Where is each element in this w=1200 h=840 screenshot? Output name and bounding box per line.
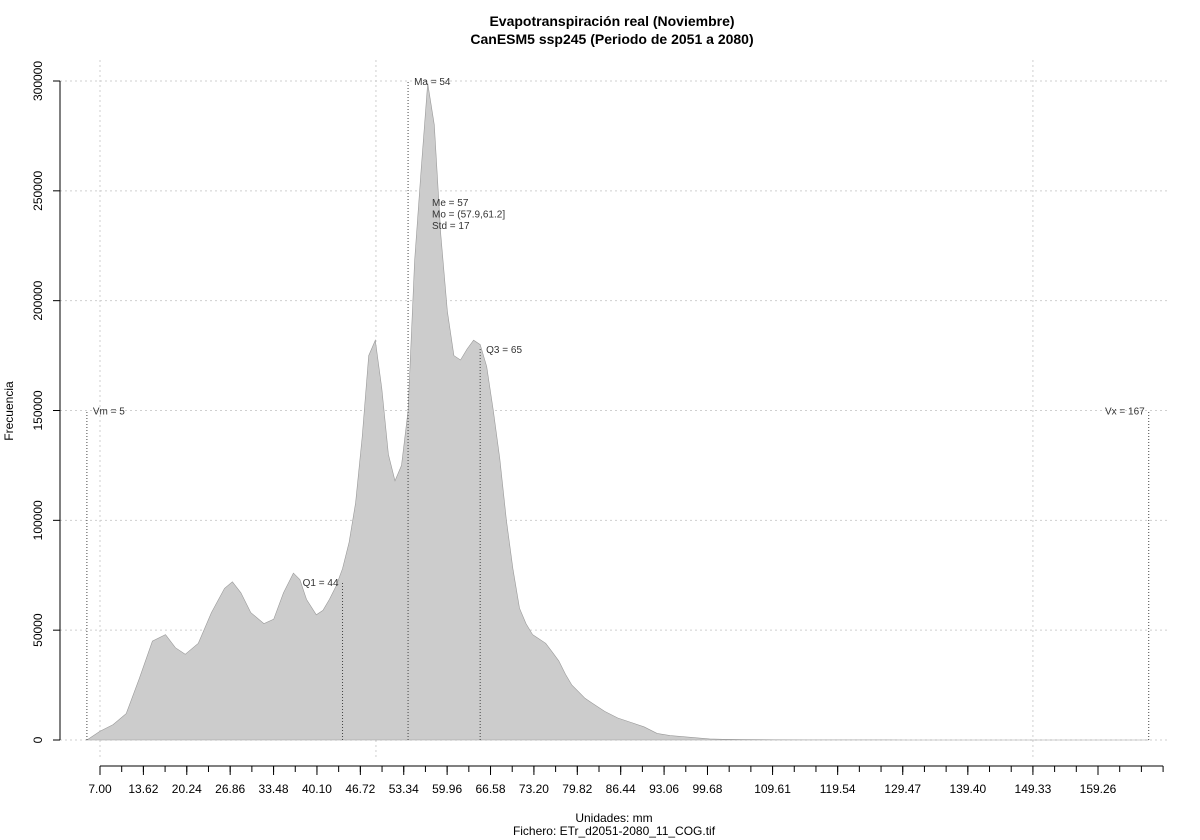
stats-line: Std = 17 [432,221,470,232]
x-tick-label: 59.96 [432,782,462,796]
x-tick-label: 86.44 [606,782,636,796]
x-tick-label: 129.47 [884,782,921,796]
x-tick-label: 33.48 [259,782,289,796]
x-tick-label: 119.54 [820,782,856,796]
x-tick-label: 93.06 [649,782,679,796]
x-tick-label: 99.68 [692,782,722,796]
y-tick-label: 150000 [31,390,45,430]
y-tick-label: 250000 [31,170,45,210]
density-area [85,83,1149,741]
x-axis: 7.00 13.62 20.24 26.86 33.48 40.10 46.72 53.34 5… [88,765,1164,796]
y-tick-label: 0 [31,736,45,743]
x-tick-label: 7.00 [88,782,112,796]
y-tick-label: 300000 [31,61,45,101]
y-tick-label: 50000 [31,613,45,647]
x-axis-label: Unidades: mm [575,811,652,825]
x-tick-label: 139.40 [949,782,986,796]
x-tick-label: 26.86 [215,782,245,796]
x-tick-label: 53.34 [389,782,419,796]
x-tick-label: 149.33 [1015,782,1052,796]
y-tick-label: 100000 [31,500,45,540]
x-tick-label: 79.82 [562,782,592,796]
x-tick-label: 159.26 [1080,782,1117,796]
x-tick-label: 73.20 [519,782,549,796]
x-tick-label: 40.10 [302,782,332,796]
y-axis: 0 50000 100000 150000 200000 250000 300000 [31,61,61,743]
y-axis-label: Frecuencia [2,381,16,441]
marker-label: Ma = 54 [414,77,451,88]
stat-markers: Vm = 5 Q1 = 44 Ma = 54 Q3 = 65 Vx = 167 [86,77,1150,740]
marker-label: Vx = 167 [1105,407,1145,418]
chart-subtitle: CanESM5 ssp245 (Periodo de 2051 a 2080) [470,31,753,47]
stats-line: Me = 57 [432,198,469,209]
x-tick-label: 46.72 [345,782,375,796]
x-tick-label: 66.58 [476,782,506,796]
stats-line: Mo = (57.9,61.2] [432,210,505,221]
file-label: Fichero: ETr_d2051-2080_11_COG.tif [513,824,716,838]
x-tick-label: 13.62 [128,782,158,796]
marker-label: Q1 = 44 [303,578,339,589]
marker-label: Vm = 5 [93,407,125,418]
y-tick-label: 200000 [31,280,45,320]
x-tick-label: 109.61 [754,782,791,796]
marker-label: Q3 = 65 [486,345,522,356]
chart-title: Evapotranspiración real (Noviembre) [489,13,734,29]
x-tick-label: 20.24 [172,782,202,796]
